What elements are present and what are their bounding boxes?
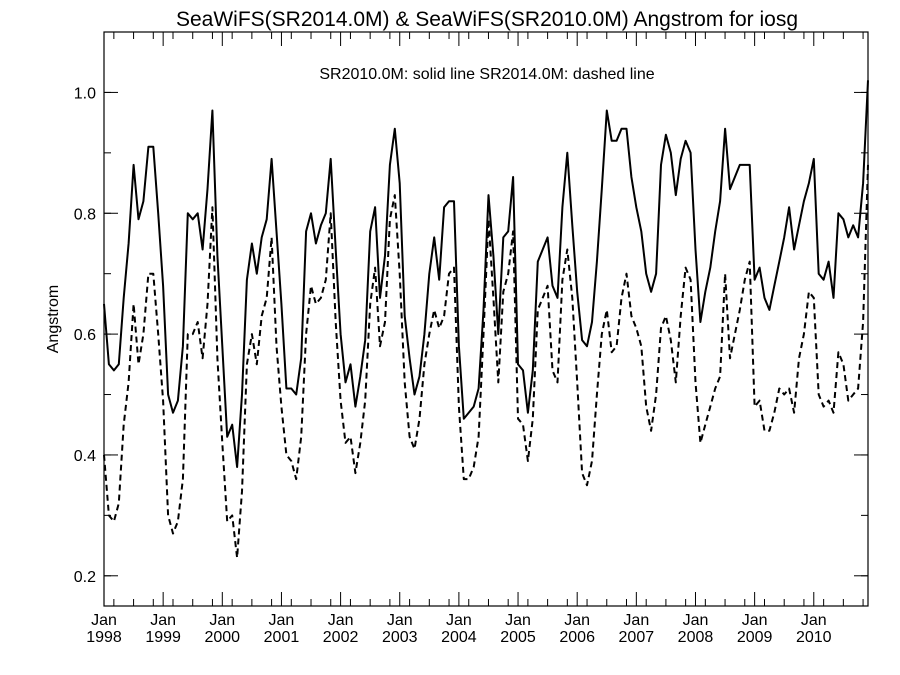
legend-note: SR2010.0M: solid line SR2014.0M: dashed …	[319, 66, 654, 83]
x-tick-year: 2005	[500, 629, 536, 646]
x-tick-year: 2008	[678, 629, 714, 646]
x-tick-month: Jan	[742, 612, 768, 629]
plot-frame	[103, 31, 869, 607]
series-line-solid	[103, 80, 869, 468]
y-axis-label: Angstrom	[45, 285, 62, 353]
x-tick-year: 2002	[323, 629, 359, 646]
x-tick-month: Jan	[801, 612, 827, 629]
x-tick-month: Jan	[683, 612, 709, 629]
y-tick-label: 0.6	[74, 327, 96, 344]
x-tick-month: Jan	[564, 612, 590, 629]
x-tick-month: Jan	[150, 612, 176, 629]
x-tick-year: 2010	[796, 629, 832, 646]
x-tick-year: 2007	[619, 629, 655, 646]
x-tick-month: Jan	[328, 612, 354, 629]
y-tick-label: 0.8	[74, 206, 96, 223]
x-tick-year: 2001	[264, 629, 300, 646]
chart-title: SeaWiFS(SR2014.0M) & SeaWiFS(SR2010.0M) …	[176, 8, 798, 31]
y-tick-label: 0.2	[74, 569, 96, 586]
x-tick-year: 1999	[145, 629, 181, 646]
series-group	[103, 80, 869, 559]
x-tick-year: 2000	[204, 629, 240, 646]
x-axis: Jan1998Jan1999Jan2000Jan2001Jan2002Jan20…	[86, 32, 864, 646]
x-tick-month: Jan	[387, 612, 413, 629]
series-line-dashed	[103, 164, 869, 559]
x-tick-month: Jan	[446, 612, 472, 629]
x-tick-month: Jan	[269, 612, 295, 629]
x-tick-month: Jan	[209, 612, 235, 629]
x-tick-year: 1998	[86, 629, 122, 646]
x-tick-year: 2003	[382, 629, 418, 646]
y-tick-label: 0.4	[74, 448, 96, 465]
x-tick-year: 2009	[737, 629, 773, 646]
x-tick-month: Jan	[505, 612, 531, 629]
y-axis: 0.2 0.4 0.6 0.8 1.0	[74, 31, 868, 586]
x-tick-month: Jan	[91, 612, 117, 629]
x-tick-year: 2006	[559, 629, 595, 646]
y-tick-label: 1.0	[74, 85, 96, 102]
x-tick-year: 2004	[441, 629, 477, 646]
x-tick-month: Jan	[623, 612, 649, 629]
